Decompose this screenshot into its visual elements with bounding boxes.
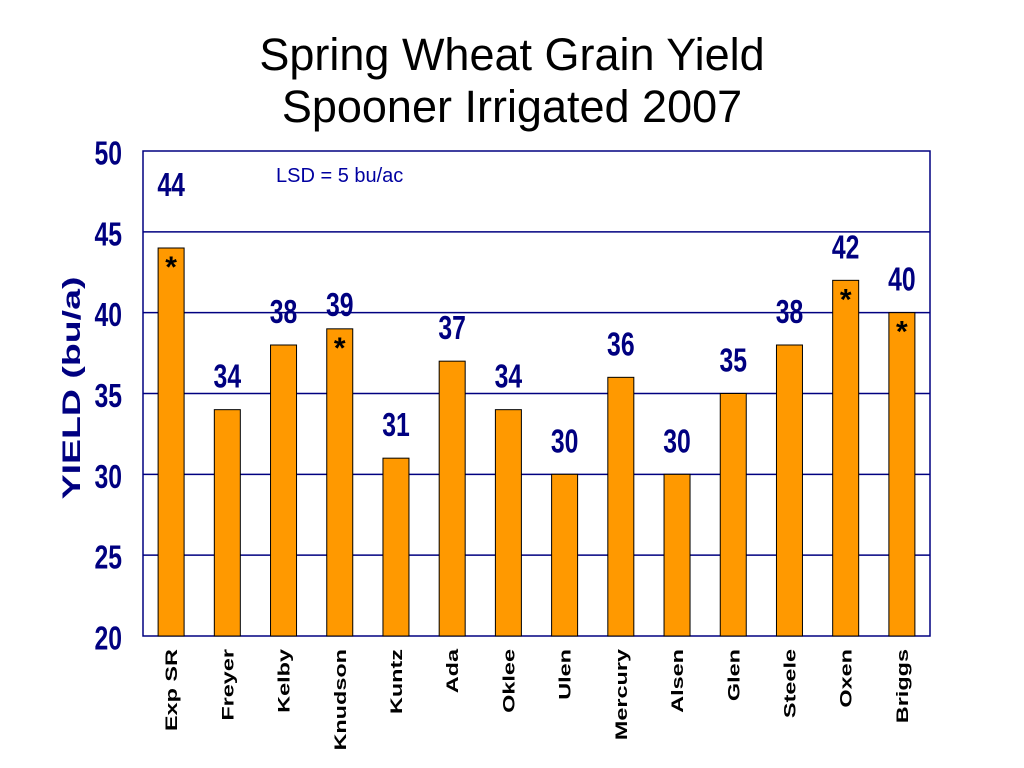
chart-title: Spring Wheat Grain Yield	[259, 29, 764, 80]
x-tick-label: Kelby	[275, 648, 294, 713]
bar-glen	[719, 393, 747, 637]
data-label: 40	[888, 262, 916, 298]
x-tick-label: Freyer	[218, 649, 237, 721]
y-axis-label: YIELD (bu/a)	[57, 277, 85, 500]
x-tick-label: Steele	[781, 649, 800, 718]
y-tick-label: 40	[94, 298, 122, 334]
x-tick-label: Oklee	[499, 649, 518, 713]
lsd-annotation: LSD = 5 bu/ac	[276, 165, 403, 187]
data-label: 34	[495, 359, 523, 395]
data-label: 34	[214, 359, 242, 395]
plot: 20 25 30 35 40 45 50 44 * Exp SR 34 Freyer 38 Kelby 39…	[94, 136, 931, 751]
bar-oklee	[494, 409, 522, 637]
bar-alsen	[663, 473, 691, 637]
bar-briggs	[888, 312, 916, 637]
bar-ulen	[551, 473, 579, 637]
x-tick-label: Briggs	[893, 649, 912, 723]
x-tick-label: Oxen	[837, 649, 856, 708]
x-tick-label: Glen	[724, 649, 743, 701]
data-label: 35	[719, 343, 747, 379]
x-tick-label: Kuntz	[387, 649, 406, 714]
x-tick-label: Alsen	[668, 649, 687, 713]
y-tick-label: 20	[94, 621, 122, 657]
data-label: 38	[776, 295, 804, 331]
plot-area	[142, 150, 931, 637]
significance-marker: *	[896, 316, 908, 349]
bar-freyer	[213, 409, 241, 637]
data-label: 36	[607, 327, 635, 363]
bar-steele	[775, 344, 803, 637]
data-label: 42	[832, 230, 860, 266]
x-tick-label: Knudson	[331, 649, 350, 751]
data-label: 30	[663, 424, 691, 460]
bar-oxen	[832, 279, 860, 637]
bar-kuntz	[382, 457, 410, 637]
bar-ada	[438, 360, 466, 637]
bar-mercury	[607, 376, 635, 637]
bar-kelby	[270, 344, 298, 637]
y-tick-label: 25	[94, 540, 122, 576]
data-label: 37	[438, 311, 466, 347]
data-label: 38	[270, 295, 298, 331]
bar-exp-sr	[157, 247, 185, 637]
y-tick-label: 45	[94, 217, 122, 253]
bar-knudson	[326, 328, 354, 637]
significance-marker: *	[840, 283, 852, 316]
y-tick-label: 50	[94, 136, 122, 172]
significance-marker: *	[165, 251, 177, 284]
data-label: 44	[157, 168, 185, 204]
x-tick-label: Exp SR	[162, 649, 181, 731]
x-tick-label: Mercury	[612, 648, 631, 740]
y-tick-label: 35	[94, 379, 122, 415]
data-label: 31	[382, 408, 410, 444]
y-tick-label: 30	[94, 460, 122, 496]
x-tick-label: Ada	[443, 648, 462, 693]
significance-marker: *	[334, 332, 346, 365]
data-label: 39	[326, 288, 354, 324]
data-label: 30	[551, 424, 579, 460]
x-tick-label: Ulen	[556, 649, 575, 700]
chart-subtitle: Spooner Irrigated 2007	[282, 81, 742, 132]
